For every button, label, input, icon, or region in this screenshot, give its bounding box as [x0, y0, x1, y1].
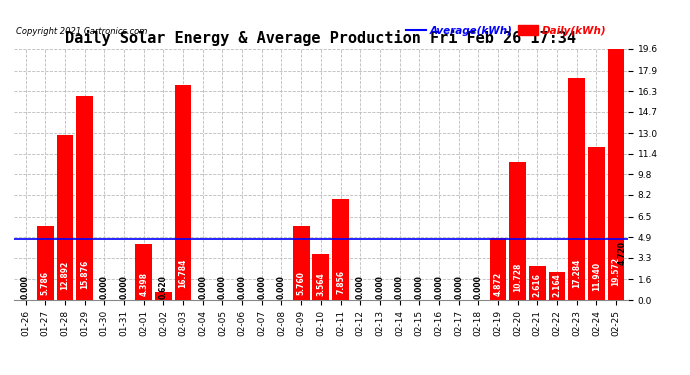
Text: 0.000: 0.000 — [119, 276, 128, 299]
Text: 3.564: 3.564 — [316, 273, 326, 296]
Bar — [608, 49, 624, 300]
Text: 0.000: 0.000 — [198, 276, 207, 299]
Bar — [293, 226, 310, 300]
Bar — [135, 244, 152, 300]
Bar — [332, 199, 349, 300]
Text: 0.000: 0.000 — [237, 276, 246, 299]
Text: 0.000: 0.000 — [277, 276, 286, 299]
Title: Daily Solar Energy & Average Production Fri Feb 26 17:34: Daily Solar Energy & Average Production … — [66, 30, 576, 46]
Text: 0.000: 0.000 — [415, 276, 424, 299]
Text: 0.000: 0.000 — [257, 276, 266, 299]
Legend: Average(kWh), Daily(kWh): Average(kWh), Daily(kWh) — [402, 21, 611, 40]
Bar — [175, 85, 191, 300]
Text: 2.164: 2.164 — [553, 273, 562, 297]
Text: 0.000: 0.000 — [21, 276, 30, 299]
Text: 5.786: 5.786 — [41, 271, 50, 295]
Text: 0.620: 0.620 — [159, 276, 168, 299]
Text: 12.892: 12.892 — [61, 261, 70, 291]
Text: 0.000: 0.000 — [356, 276, 365, 299]
Text: 0.000: 0.000 — [100, 276, 109, 299]
Text: 7.856: 7.856 — [336, 270, 345, 294]
Bar — [588, 147, 604, 300]
Text: 17.284: 17.284 — [572, 258, 581, 288]
Text: Copyright 2021 Cartronics.com: Copyright 2021 Cartronics.com — [16, 27, 147, 36]
Text: 10.728: 10.728 — [513, 262, 522, 292]
Bar — [155, 292, 172, 300]
Text: 5.760: 5.760 — [297, 271, 306, 295]
Bar — [313, 254, 329, 300]
Text: 0.000: 0.000 — [395, 276, 404, 299]
Bar — [529, 267, 546, 300]
Text: 0.000: 0.000 — [435, 276, 444, 299]
Text: 19.572: 19.572 — [611, 257, 620, 286]
Text: 15.876: 15.876 — [80, 259, 89, 288]
Text: 11.940: 11.940 — [592, 262, 601, 291]
Bar — [57, 135, 73, 300]
Text: 0.000: 0.000 — [454, 276, 463, 299]
Text: 2.616: 2.616 — [533, 273, 542, 297]
Bar — [490, 237, 506, 300]
Text: 0.000: 0.000 — [474, 276, 483, 299]
Bar — [37, 226, 54, 300]
Bar — [509, 162, 526, 300]
Bar — [549, 272, 565, 300]
Text: 4.720: 4.720 — [618, 242, 627, 266]
Text: 4.872: 4.872 — [493, 272, 502, 296]
Text: 0.000: 0.000 — [218, 276, 227, 299]
Text: 0.000: 0.000 — [375, 276, 384, 299]
Bar — [569, 78, 585, 300]
Text: 4.398: 4.398 — [139, 272, 148, 296]
Bar — [77, 96, 93, 300]
Text: 16.784: 16.784 — [179, 259, 188, 288]
